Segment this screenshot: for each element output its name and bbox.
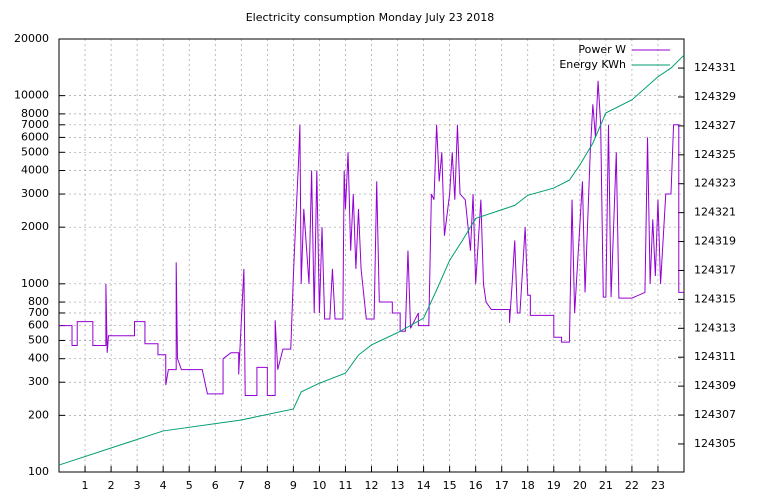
- x-tick-label: 16: [469, 479, 483, 492]
- y-tick-label: 300: [28, 375, 49, 388]
- y2-tick-label: 124305: [694, 437, 736, 450]
- y-tick-label: 400: [28, 352, 49, 365]
- y-tick-label: 700: [28, 306, 49, 319]
- series-line: [58, 54, 685, 466]
- y-tick-label: 200: [28, 408, 49, 421]
- x-tick-label: 20: [573, 479, 587, 492]
- chart-title: Electricity consumption Monday July 23 2…: [246, 11, 495, 24]
- x-tick-label: 11: [338, 479, 352, 492]
- legend-label: Energy KWh: [559, 58, 626, 71]
- x-tick-label: 13: [391, 479, 405, 492]
- x-tick-label: 1: [82, 479, 89, 492]
- y-tick-label: 2000: [21, 220, 49, 233]
- y2-tick-label: 124313: [694, 321, 736, 334]
- series-line: [59, 80, 684, 396]
- x-tick-label: 17: [495, 479, 509, 492]
- y2-tick-label: 124307: [694, 408, 736, 421]
- y-tick-label: 3000: [21, 187, 49, 200]
- plot-frame: [58, 38, 685, 473]
- y-tick-label: 500: [28, 333, 49, 346]
- y-tick-label: 8000: [21, 107, 49, 120]
- y-tick-label: 7000: [21, 118, 49, 131]
- x-tick-label: 2: [108, 479, 115, 492]
- x-tick-label: 8: [264, 479, 271, 492]
- x-tick-label: 5: [186, 479, 193, 492]
- x-tick-label: 19: [547, 479, 561, 492]
- y-tick-label: 100: [28, 465, 49, 478]
- y2-tick-label: 124317: [694, 263, 736, 276]
- y2-tick-label: 124329: [694, 90, 736, 103]
- y-tick-label: 6000: [21, 130, 49, 143]
- y-tick-label: 5000: [21, 145, 49, 158]
- y-tick-label: 20000: [14, 32, 49, 45]
- y2-tick-label: 124309: [694, 379, 736, 392]
- x-tick-label: 12: [365, 479, 379, 492]
- x-tick-label: 10: [312, 479, 326, 492]
- y2-tick-label: 124311: [694, 350, 736, 363]
- y2-tick-label: 124331: [694, 61, 736, 74]
- x-tick-label: 6: [212, 479, 219, 492]
- y2-tick-label: 124327: [694, 119, 736, 132]
- x-tick-label: 14: [417, 479, 431, 492]
- x-tick-label: 22: [625, 479, 639, 492]
- x-tick-label: 18: [521, 479, 535, 492]
- y-tick-label: 1000: [21, 277, 49, 290]
- y2-tick-label: 124323: [694, 177, 736, 190]
- y2-tick-label: 124325: [694, 148, 736, 161]
- y2-tick-label: 124321: [694, 206, 736, 219]
- y-tick-label: 4000: [21, 164, 49, 177]
- x-tick-label: 3: [134, 479, 141, 492]
- x-tick-label: 15: [443, 479, 457, 492]
- y-tick-label: 600: [28, 319, 49, 332]
- legend-label: Power W: [578, 43, 626, 56]
- y-tick-label: 800: [28, 295, 49, 308]
- y-tick-label: 10000: [14, 89, 49, 102]
- x-tick-label: 9: [290, 479, 297, 492]
- y2-tick-label: 124315: [694, 292, 736, 305]
- x-tick-label: 4: [160, 479, 167, 492]
- x-tick-label: 23: [651, 479, 665, 492]
- x-tick-label: 21: [599, 479, 613, 492]
- x-tick-label: 7: [238, 479, 245, 492]
- y2-tick-label: 124319: [694, 235, 736, 248]
